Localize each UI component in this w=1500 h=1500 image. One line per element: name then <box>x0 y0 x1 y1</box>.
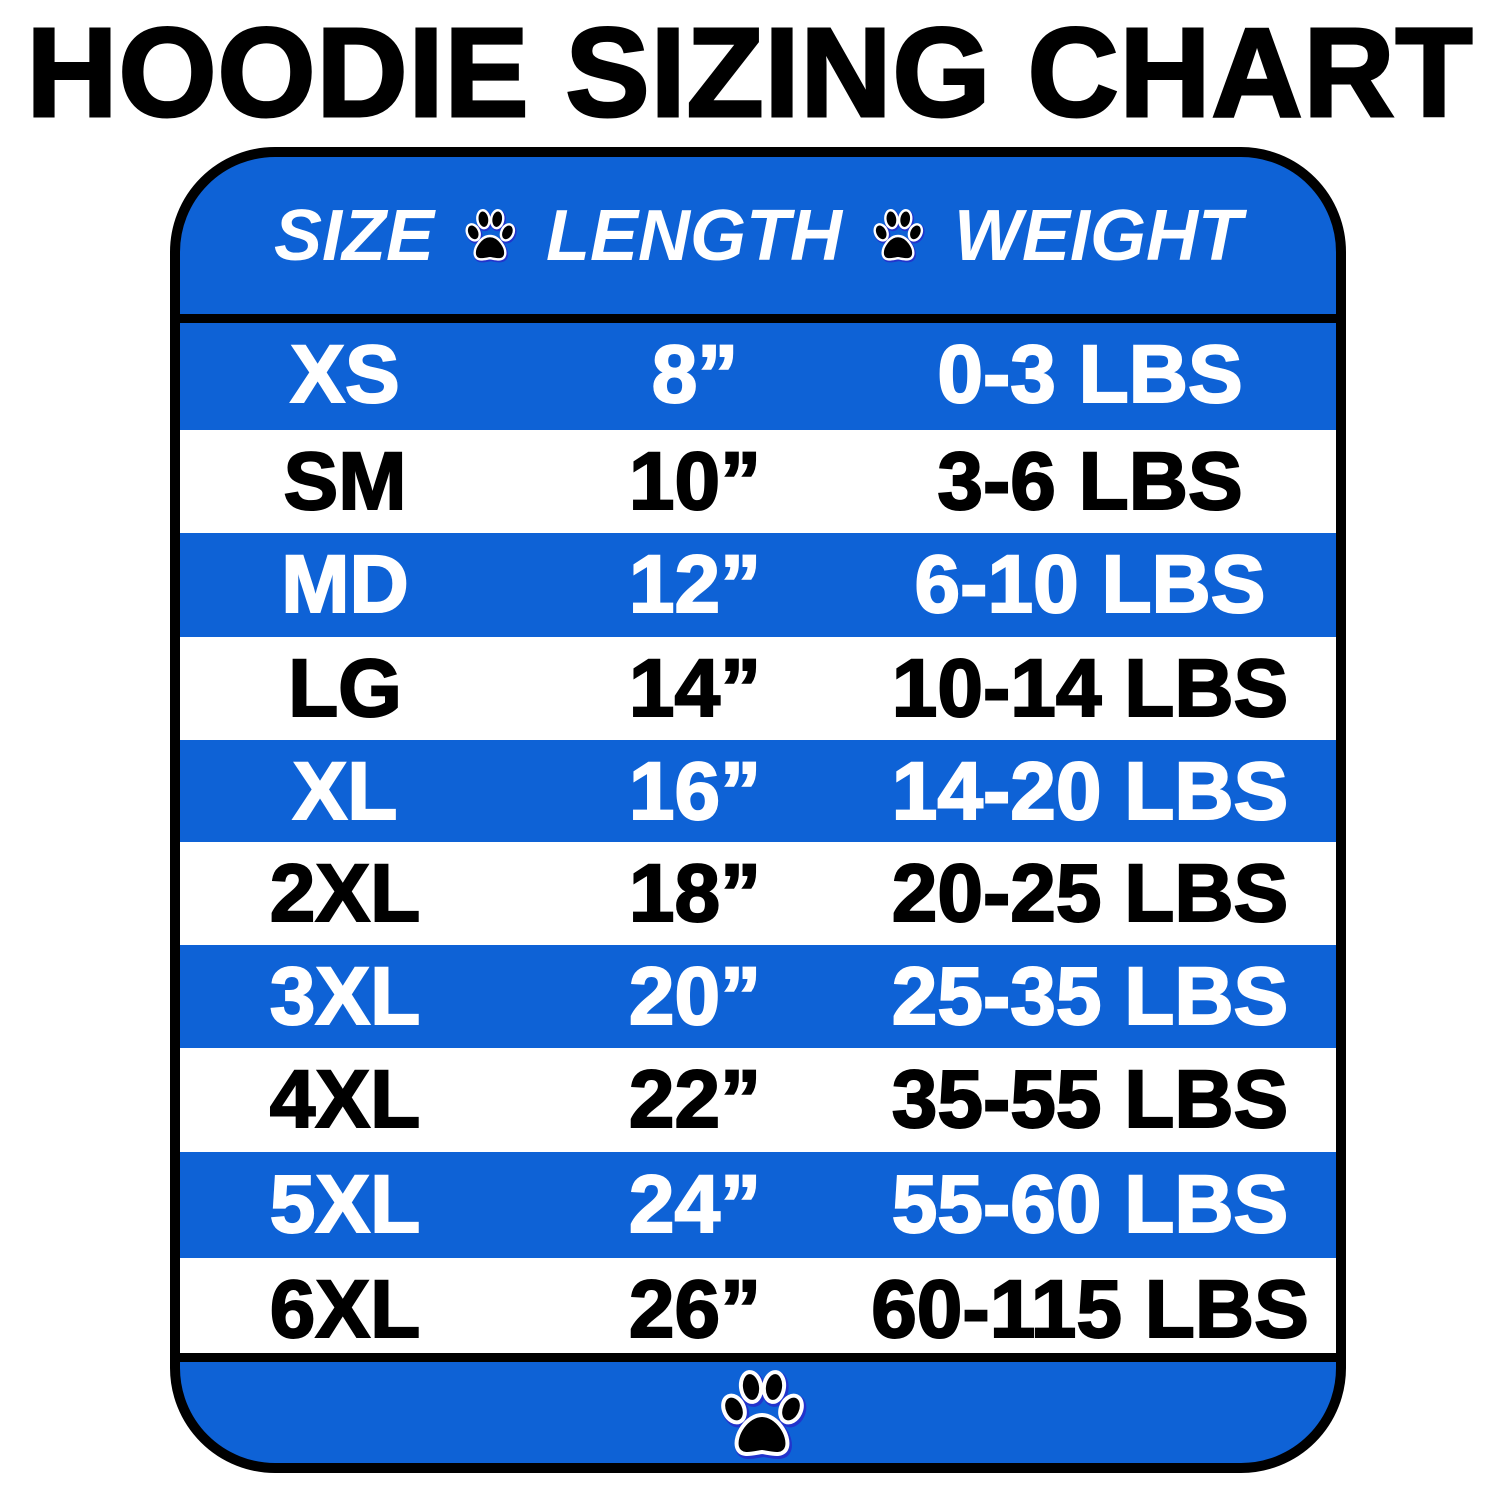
length-cell: 22” <box>628 1053 762 1146</box>
weight-cell: 35-55 LBS <box>891 1053 1290 1146</box>
length-cell: 10” <box>628 435 762 528</box>
size-cell: XS <box>289 328 400 421</box>
sizing-table: SIZE LENGTH WEIGHT XS 8” 0-3 LBS SM 10” 3-6 L… <box>170 147 1346 1473</box>
table-row: SM 10” 3-6 LBS <box>180 430 1336 534</box>
length-cell: 12” <box>628 538 762 631</box>
table-row: 2XL 18” 20-25 LBS <box>180 842 1336 946</box>
table-row: 5XL 24” 55-60 LBS <box>180 1153 1336 1257</box>
weight-cell: 55-60 LBS <box>891 1158 1290 1251</box>
header-weight: WEIGHT <box>954 195 1242 276</box>
table-row: XS 8” 0-3 LBS <box>180 323 1336 427</box>
table-row: 6XL 26” 60-115 LBS <box>180 1258 1336 1362</box>
length-cell: 24” <box>628 1158 762 1251</box>
length-cell: 18” <box>628 847 762 940</box>
length-cell: 20” <box>628 950 762 1043</box>
size-cell: 3XL <box>269 950 421 1043</box>
size-cell: 4XL <box>269 1053 421 1146</box>
header-divider <box>180 314 1336 323</box>
table-header: SIZE LENGTH WEIGHT <box>180 157 1336 314</box>
header-length: LENGTH <box>546 195 843 276</box>
table-row: XL 16” 14-20 LBS <box>180 740 1336 844</box>
weight-cell: 0-3 LBS <box>936 328 1243 421</box>
length-cell: 26” <box>628 1263 762 1356</box>
weight-cell: 3-6 LBS <box>936 435 1243 528</box>
length-cell: 8” <box>651 328 740 421</box>
size-cell: SM <box>283 435 408 528</box>
weight-cell: 60-115 LBS <box>870 1263 1310 1356</box>
weight-cell: 6-10 LBS <box>914 538 1267 631</box>
header-size: SIZE <box>274 195 435 276</box>
length-cell: 16” <box>628 745 762 838</box>
paw-print-icon <box>712 1365 812 1465</box>
length-cell: 14” <box>628 642 762 735</box>
paw-print-icon <box>870 207 928 262</box>
weight-cell: 10-14 LBS <box>891 642 1290 735</box>
size-cell: LG <box>287 642 403 735</box>
size-cell: MD <box>280 538 410 631</box>
weight-cell: 14-20 LBS <box>891 745 1290 838</box>
size-cell: 5XL <box>269 1158 421 1251</box>
size-cell: 2XL <box>269 847 421 940</box>
size-cell: XL <box>292 745 399 838</box>
weight-cell: 20-25 LBS <box>891 847 1290 940</box>
size-cell: 6XL <box>269 1263 421 1356</box>
footer-divider <box>180 1353 1336 1362</box>
table-row: LG 14” 10-14 LBS <box>180 637 1336 741</box>
paw-print-icon <box>462 207 520 262</box>
table-row: 3XL 20” 25-35 LBS <box>180 945 1336 1049</box>
page-title: HOODIE SIZING CHART <box>25 2 1474 143</box>
weight-cell: 25-35 LBS <box>891 950 1290 1043</box>
table-row: MD 12” 6-10 LBS <box>180 533 1336 637</box>
table-row: 4XL 22” 35-55 LBS <box>180 1048 1336 1152</box>
